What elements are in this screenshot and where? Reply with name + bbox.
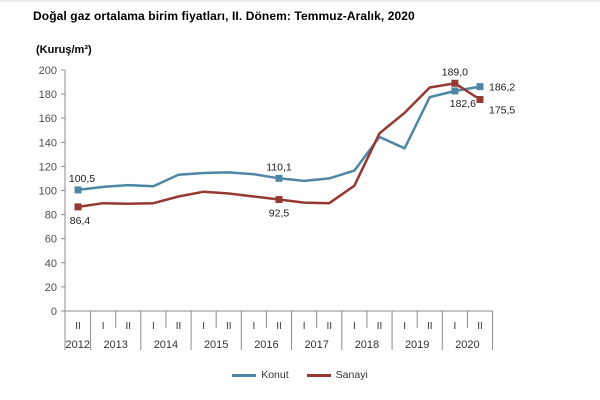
series-marker-konut bbox=[74, 186, 82, 194]
y-axis-tick-label: 60 bbox=[45, 234, 57, 246]
data-label-konut: 110,1 bbox=[266, 161, 292, 173]
data-label-sanayi: 189,0 bbox=[442, 66, 468, 78]
chart-legend: Konut Sanayi bbox=[0, 369, 600, 381]
series-marker-konut bbox=[275, 174, 283, 182]
x-period-label: II bbox=[326, 321, 332, 332]
x-period-label: II bbox=[276, 321, 282, 332]
series-marker-sanayi bbox=[275, 196, 283, 204]
y-axis-tick-label: 40 bbox=[45, 258, 57, 270]
y-axis-tick-label: 160 bbox=[39, 113, 57, 125]
x-year-label: 2013 bbox=[103, 339, 127, 351]
legend-label-konut: Konut bbox=[261, 369, 289, 381]
x-period-label: II bbox=[427, 321, 433, 332]
series-marker-konut bbox=[451, 87, 459, 95]
series-line-konut bbox=[76, 85, 482, 192]
x-period-label: I bbox=[152, 321, 155, 332]
x-period-label: I bbox=[403, 321, 406, 332]
legend-item-konut: Konut bbox=[232, 369, 289, 381]
page-title: Doğal gaz ortalama birim fiyatları, II. … bbox=[33, 9, 415, 23]
data-label-konut: 182,6 bbox=[450, 98, 476, 110]
x-period-label: II bbox=[377, 321, 383, 332]
y-axis-tick-label: 140 bbox=[39, 137, 57, 149]
x-year-label: 2014 bbox=[154, 339, 178, 351]
y-axis-tick-label: 80 bbox=[45, 210, 57, 222]
legend-item-sanayi: Sanayi bbox=[306, 369, 368, 381]
x-period-label: II bbox=[125, 321, 131, 332]
data-label-konut: 100,5 bbox=[69, 173, 95, 185]
series-line-sanayi bbox=[76, 82, 482, 209]
series-marker-konut bbox=[476, 83, 484, 91]
x-year-label: 2016 bbox=[254, 339, 278, 351]
y-axis-tick-label: 200 bbox=[39, 65, 57, 77]
sanayi-line-swatch bbox=[306, 373, 331, 377]
x-period-label: I bbox=[252, 321, 255, 332]
top-divider bbox=[0, 0, 600, 2]
series-marker-sanayi bbox=[476, 96, 484, 104]
y-axis-tick-label: 20 bbox=[45, 282, 57, 294]
x-year-label: 2018 bbox=[355, 339, 379, 351]
y-axis-unit-label: (Kuruş/m³) bbox=[36, 44, 92, 56]
data-label-sanayi: 92,5 bbox=[269, 208, 290, 220]
konut-line-swatch bbox=[232, 373, 257, 377]
y-axis-tick-label: 0 bbox=[51, 306, 57, 318]
data-label-konut: 186,2 bbox=[489, 82, 515, 94]
x-period-label: II bbox=[176, 321, 182, 332]
x-period-label: I bbox=[102, 321, 105, 332]
y-axis-tick-label: 100 bbox=[39, 186, 57, 198]
x-period-label: II bbox=[75, 321, 81, 332]
x-year-label: 2019 bbox=[405, 339, 429, 351]
series-marker-sanayi bbox=[74, 203, 82, 211]
x-period-label: I bbox=[303, 321, 306, 332]
y-axis-tick-label: 180 bbox=[39, 89, 57, 101]
data-label-sanayi: 86,4 bbox=[70, 215, 91, 227]
x-year-label: 2017 bbox=[304, 339, 328, 351]
x-period-label: I bbox=[453, 321, 456, 332]
y-axis-tick-label: 120 bbox=[39, 161, 57, 173]
data-label-sanayi: 175,5 bbox=[489, 105, 515, 117]
legend-label-sanayi: Sanayi bbox=[335, 369, 368, 381]
x-period-label: II bbox=[226, 321, 232, 332]
x-year-label: 2015 bbox=[204, 339, 228, 351]
x-period-label: I bbox=[353, 321, 356, 332]
series-marker-sanayi bbox=[451, 79, 459, 87]
x-period-label: II bbox=[477, 321, 483, 332]
x-year-label: 2020 bbox=[455, 339, 479, 351]
x-period-label: I bbox=[202, 321, 205, 332]
x-year-label: 2012 bbox=[66, 339, 90, 351]
